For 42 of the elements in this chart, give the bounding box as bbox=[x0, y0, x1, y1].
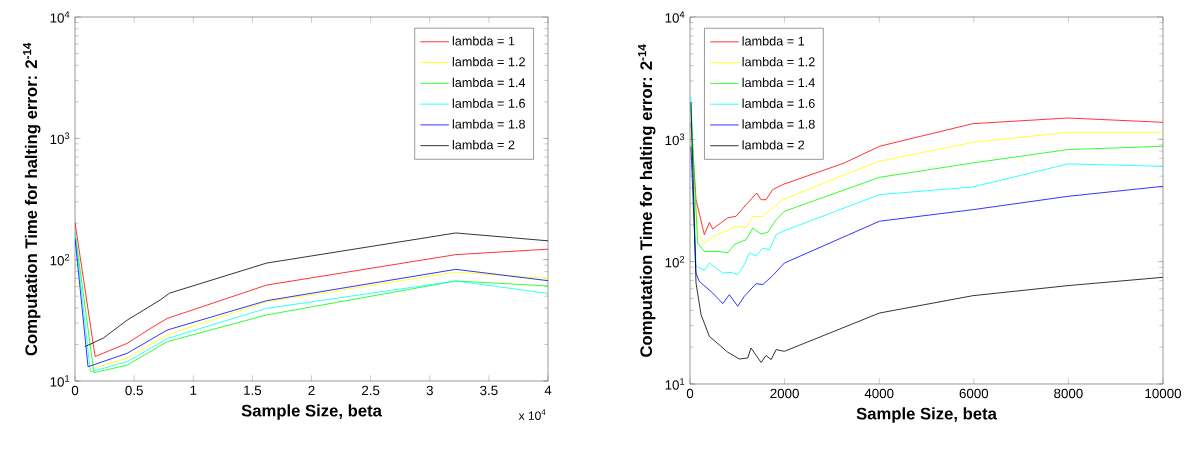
legend-label: lambda = 1.8 bbox=[452, 119, 525, 129]
legend-label: lambda = 1.6 bbox=[452, 98, 525, 108]
x-tick-label: 8000 bbox=[1054, 388, 1083, 399]
x-tick-label: 1.5 bbox=[244, 385, 262, 395]
legend-label: lambda = 1.2 bbox=[452, 56, 525, 67]
line-series bbox=[87, 271, 549, 371]
text: x 10$^{4}$ bbox=[518, 409, 546, 420]
y-tick-label: 10$^{2}$ bbox=[50, 253, 70, 266]
x-tick-label: 4 bbox=[544, 385, 552, 395]
x-tick-label: 3.5 bbox=[480, 385, 498, 396]
legend-label: lambda = 2 bbox=[452, 140, 515, 150]
legend-label: lambda = 1.4 bbox=[742, 77, 815, 88]
y-tick-label: 10$^{4}$ bbox=[665, 11, 685, 23]
x-tick-label: 0.5 bbox=[125, 385, 143, 396]
x-tick-label: 0 bbox=[71, 385, 79, 396]
legend-label: lambda = 1.2 bbox=[742, 57, 815, 67]
y-axis-title: Computation Time for halting error: 2$^{-14}$ bbox=[638, 44, 656, 357]
x-tick-label: 0 bbox=[686, 388, 694, 399]
y-tick-label: 10$^{3}$ bbox=[50, 132, 70, 145]
legend-label: lambda = 1.6 bbox=[742, 98, 815, 108]
x-tick-label: 1 bbox=[190, 385, 197, 395]
y-tick-label: 10$^{4}$ bbox=[50, 11, 70, 23]
legend-label: lambda = 1.8 bbox=[742, 119, 815, 129]
legend-label: lambda = 1.4 bbox=[452, 77, 526, 88]
x-tick-label: 6000 bbox=[959, 388, 989, 399]
x-tick-label: 2000 bbox=[770, 388, 799, 399]
x-tick-label: 10000 bbox=[1145, 388, 1182, 399]
x-tick-label: 3 bbox=[426, 385, 433, 396]
legend-label: lambda = 2 bbox=[742, 140, 805, 150]
x-tick-label: 4000 bbox=[864, 388, 894, 399]
x-tick-label: 2.5 bbox=[362, 385, 380, 396]
legend-label: lambda = 1 bbox=[452, 36, 515, 46]
y-tick-label: 10$^{2}$ bbox=[665, 255, 685, 268]
y-tick-label: 10$^{1}$ bbox=[50, 375, 70, 387]
line-series bbox=[84, 232, 549, 348]
y-tick-label: 10$^{1}$ bbox=[665, 378, 685, 390]
x-tick-label: 2 bbox=[308, 385, 315, 396]
legend-label: lambda = 1 bbox=[742, 36, 805, 46]
y-tick-label: 10$^{3}$ bbox=[665, 133, 685, 146]
x-axis-title: Sample Size, beta bbox=[856, 407, 997, 423]
y-axis-title: Computation Time for halting error: 2$^{-14}$ bbox=[23, 42, 41, 356]
x-axis-title: Sample Size, beta bbox=[241, 404, 382, 420]
